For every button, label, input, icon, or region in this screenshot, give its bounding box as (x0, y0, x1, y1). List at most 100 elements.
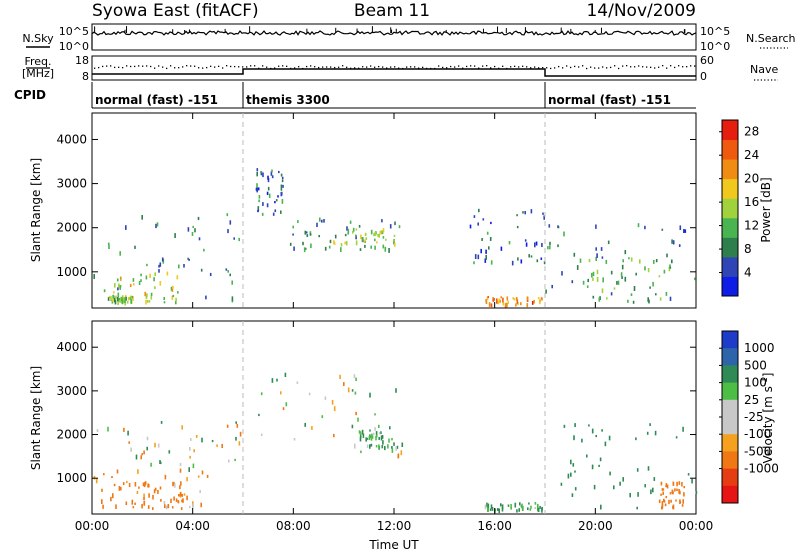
range-gate-cell (114, 297, 116, 303)
range-gate-cell (159, 460, 161, 465)
range-gate-cell (231, 296, 234, 301)
range-gate-cell (119, 285, 121, 290)
range-gate-cell (669, 492, 672, 495)
range-gate-cell (572, 463, 575, 467)
range-gate-cell (671, 259, 673, 264)
range-gate-cell (143, 484, 146, 488)
range-gate-cell (359, 437, 362, 442)
range-gate-cell (132, 506, 135, 509)
range-gate-cell (683, 229, 685, 234)
range-gate-cell (318, 235, 320, 238)
range-gate-cell (652, 487, 654, 493)
cpid-row: CPID normal (fast) -151 themis 3300 normal… (14, 82, 696, 109)
range-gate-cell (637, 492, 639, 497)
range-gate-cell (574, 470, 576, 473)
range-gate-cell (571, 280, 574, 284)
nave-point (630, 66, 632, 68)
range-gate-cell (395, 388, 397, 393)
range-gate-cell (636, 468, 639, 472)
range-gate-cell (152, 494, 154, 500)
range-gate-cell (267, 175, 269, 180)
range-gate-cell (674, 488, 676, 492)
range-gate-cell (675, 436, 678, 439)
range-gate-cell (649, 286, 651, 289)
range-gate-cell (486, 231, 489, 235)
range-gate-cell (666, 484, 669, 489)
nave-point (538, 67, 540, 69)
nave-point (422, 66, 424, 68)
velocity-colorbar: 1000 500 100 25 -25 -100 -500 -1000 (719, 330, 779, 504)
nave-point (378, 65, 380, 68)
range-gate-cell (517, 257, 519, 261)
colorbar-swatch (722, 256, 738, 277)
range-gate-cell (524, 239, 527, 242)
range-gate-cell (182, 498, 184, 503)
nave-point (446, 67, 448, 69)
nave-point (258, 67, 260, 69)
nave-point (114, 66, 116, 69)
range-gate-cell (155, 223, 157, 229)
y-tick-label: 4000 (56, 340, 87, 354)
nave-point (594, 67, 596, 69)
range-gate-cell (557, 225, 559, 229)
range-gate-cell (683, 486, 685, 489)
nave-point (602, 66, 604, 68)
range-gate-cell (154, 487, 157, 491)
range-gate-cell (360, 234, 362, 240)
range-gate-cell (491, 507, 494, 511)
range-gate-cell (153, 277, 155, 282)
range-gate-cell (145, 299, 147, 305)
nave-point (302, 67, 304, 70)
range-gate-cell (181, 493, 183, 497)
nsky-panel: N.Sky 10^5 10^0 10^5 10^0 N.Search (22, 23, 796, 53)
range-gate-cell (647, 268, 650, 273)
range-gate-cell (238, 441, 241, 446)
range-gate-cell (534, 242, 536, 248)
range-gate-cell (159, 281, 162, 286)
range-gate-cell (116, 469, 119, 474)
range-gate-cell (329, 239, 332, 244)
range-gate-cell (130, 295, 132, 299)
nave-point (638, 65, 640, 67)
range-gate-cell (369, 444, 371, 449)
nave-point (250, 65, 252, 67)
nave-point (562, 67, 564, 69)
range-gate-cell (522, 211, 524, 214)
nave-point (366, 66, 368, 68)
range-gate-cell (302, 241, 304, 246)
range-gate-cell (576, 265, 579, 270)
nave-point (610, 66, 612, 69)
range-gate-cell (355, 235, 357, 240)
range-gate-cell (126, 300, 129, 304)
nave-point (270, 67, 272, 70)
range-gate-cell (304, 230, 307, 235)
range-gate-cell (178, 494, 180, 497)
range-gate-cell (366, 444, 369, 448)
range-gate-cell (311, 426, 313, 430)
range-gate-cell (609, 471, 611, 476)
nave-point (186, 65, 188, 67)
range-gate-cell (163, 301, 166, 304)
range-gate-cell (545, 289, 547, 294)
range-gate-cell (130, 447, 132, 452)
range-gate-cell (190, 438, 192, 441)
range-gate-cell (355, 377, 357, 382)
range-gate-cell (547, 246, 549, 250)
range-gate-cell (144, 291, 146, 297)
range-gate-cell (675, 499, 677, 502)
range-gate-cell (293, 246, 295, 251)
range-gate-cell (527, 507, 529, 511)
range-gate-cell (131, 295, 133, 299)
range-gate-cell (593, 484, 596, 490)
range-gate-cell (186, 477, 188, 482)
colorbar-tick-label: -1000 (744, 462, 779, 476)
nave-point (646, 66, 648, 68)
range-gate-cell (391, 438, 393, 441)
range-gate-cell (140, 279, 142, 282)
range-gate-cell (370, 245, 372, 249)
nave-point (546, 67, 548, 69)
range-gate-cell (216, 444, 218, 447)
nave-point (586, 67, 588, 70)
colorbar-swatch (722, 331, 738, 349)
range-gate-cell (281, 199, 284, 204)
